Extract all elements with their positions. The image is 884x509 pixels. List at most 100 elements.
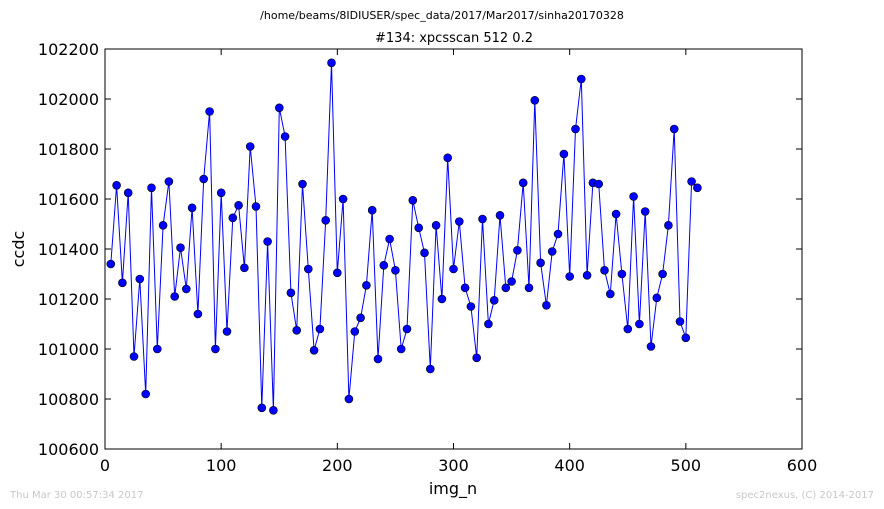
data-point bbox=[530, 96, 540, 105]
data-point bbox=[466, 302, 476, 311]
y-tick-label: 101200 bbox=[38, 290, 99, 309]
data-point bbox=[234, 201, 243, 210]
data-point bbox=[350, 327, 360, 336]
data-point bbox=[524, 283, 534, 293]
data-point bbox=[292, 325, 302, 335]
data-point bbox=[408, 196, 418, 205]
x-axis-ticks: 0 100 200 300 400 500 600 bbox=[100, 49, 817, 475]
y-tick-label: 100600 bbox=[38, 440, 99, 459]
data-point bbox=[362, 280, 371, 290]
data-point bbox=[623, 324, 633, 334]
data-point bbox=[327, 58, 336, 68]
data-point bbox=[501, 283, 511, 293]
data-point bbox=[513, 246, 522, 255]
plot-area bbox=[104, 48, 803, 450]
data-point bbox=[478, 214, 487, 224]
data-point bbox=[420, 248, 429, 258]
data-point bbox=[222, 327, 232, 336]
data-point bbox=[141, 389, 150, 399]
data-point bbox=[594, 179, 604, 189]
data-point bbox=[542, 300, 551, 310]
data-file-path: /home/beams/8IDIUSER/spec_data/2017/Mar2… bbox=[260, 9, 624, 22]
data-point bbox=[640, 207, 650, 216]
data-point bbox=[176, 243, 185, 252]
data-point bbox=[112, 181, 121, 190]
data-point bbox=[303, 264, 313, 274]
footer-credit: spec2nexus, (C) 2014-2017 bbox=[736, 490, 874, 501]
data-point bbox=[332, 268, 342, 278]
data-point bbox=[373, 354, 383, 364]
data-point bbox=[484, 319, 493, 329]
data-point bbox=[391, 265, 400, 275]
footer-timestamp: Thu Mar 30 00:57:34 2017 bbox=[9, 490, 143, 501]
data-point bbox=[158, 221, 168, 230]
data-point bbox=[565, 272, 575, 281]
data-point bbox=[611, 209, 621, 219]
data-point bbox=[106, 259, 116, 269]
data-point bbox=[315, 324, 325, 334]
data-point bbox=[536, 258, 545, 268]
data-point bbox=[693, 183, 702, 193]
data-point bbox=[571, 124, 580, 134]
data-point bbox=[414, 223, 424, 233]
data-point bbox=[507, 277, 516, 286]
plot-title: #134: xpcsscan 512 0.2 bbox=[375, 31, 533, 46]
data-point bbox=[193, 309, 203, 319]
y-axis-label: ccdc bbox=[9, 231, 28, 268]
data-point bbox=[147, 183, 156, 193]
data-point bbox=[211, 344, 220, 354]
data-point bbox=[356, 313, 365, 323]
data-point bbox=[245, 142, 255, 151]
x-tick-label: 600 bbox=[787, 456, 818, 475]
data-point bbox=[240, 263, 249, 273]
data-point bbox=[425, 364, 435, 374]
series-line bbox=[110, 62, 698, 411]
data-point bbox=[216, 188, 226, 198]
data-point bbox=[472, 353, 482, 363]
data-point bbox=[280, 132, 290, 141]
data-point bbox=[646, 342, 656, 351]
data-point bbox=[396, 344, 406, 354]
data-point bbox=[431, 221, 441, 230]
x-tick-label: 100 bbox=[206, 456, 237, 475]
y-axis-ticks: 100600 100800 101000 101200 101400 101600 1018… bbox=[38, 40, 802, 459]
data-point bbox=[605, 289, 615, 299]
data-point bbox=[449, 264, 458, 274]
data-point bbox=[559, 149, 569, 159]
y-tick-label: 101400 bbox=[38, 240, 99, 259]
data-point bbox=[257, 403, 267, 413]
data-point bbox=[576, 74, 586, 84]
data-point bbox=[309, 345, 319, 355]
data-point bbox=[298, 179, 307, 189]
data-point bbox=[338, 194, 348, 204]
data-point bbox=[251, 202, 261, 211]
data-point bbox=[228, 213, 238, 223]
x-tick-label: 400 bbox=[554, 456, 585, 475]
y-tick-label: 101000 bbox=[38, 340, 99, 359]
data-point bbox=[629, 192, 638, 201]
x-tick-label: 0 bbox=[100, 456, 110, 475]
data-point bbox=[187, 203, 197, 213]
data-point bbox=[617, 269, 627, 279]
data-point bbox=[321, 216, 331, 225]
data-point bbox=[437, 294, 447, 304]
data-point bbox=[454, 217, 464, 226]
data-point bbox=[263, 237, 272, 246]
data-point bbox=[635, 319, 644, 329]
data-point bbox=[286, 288, 296, 298]
x-axis-label: img_n bbox=[429, 479, 477, 499]
data-point bbox=[182, 284, 191, 294]
data-point bbox=[274, 103, 284, 113]
data-point bbox=[460, 283, 470, 293]
x-tick-label: 300 bbox=[438, 456, 469, 475]
data-point bbox=[385, 234, 394, 244]
data-point bbox=[669, 124, 679, 134]
data-point bbox=[170, 292, 179, 301]
data-point bbox=[123, 188, 133, 198]
data-point bbox=[547, 247, 557, 256]
data-point bbox=[664, 221, 673, 230]
data-point bbox=[652, 293, 662, 303]
data-point bbox=[489, 295, 499, 305]
data-point bbox=[199, 174, 208, 184]
data-point bbox=[269, 405, 278, 415]
